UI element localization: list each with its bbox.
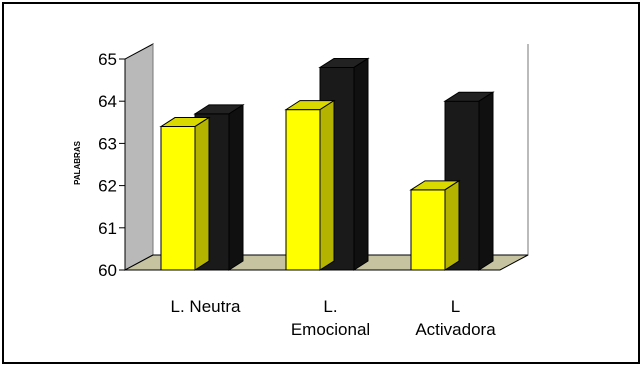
x-tick-label: L. Emocional <box>291 297 370 339</box>
x-axis-labels: L. Neutra L. Emocional L Activadora <box>171 297 497 339</box>
bars <box>159 57 495 271</box>
bar-0-series-0 <box>159 116 211 271</box>
y-tick-label: 60 <box>98 261 117 280</box>
y-tick-label: 65 <box>98 50 117 69</box>
x-tick-label: L. Neutra <box>171 297 241 316</box>
x-tick-label: L Activadora <box>415 297 496 339</box>
y-tick-label: 63 <box>98 134 117 153</box>
side-wall <box>124 43 154 271</box>
bar-1-series-0 <box>284 99 336 271</box>
chart-border <box>2 2 640 364</box>
bar-2-series-0 <box>409 179 461 271</box>
y-tick-label: 64 <box>98 92 117 111</box>
y-tick-label: 62 <box>98 177 117 196</box>
y-tick-label: 61 <box>98 219 117 238</box>
y-axis-label: PALABRAS <box>73 140 82 185</box>
